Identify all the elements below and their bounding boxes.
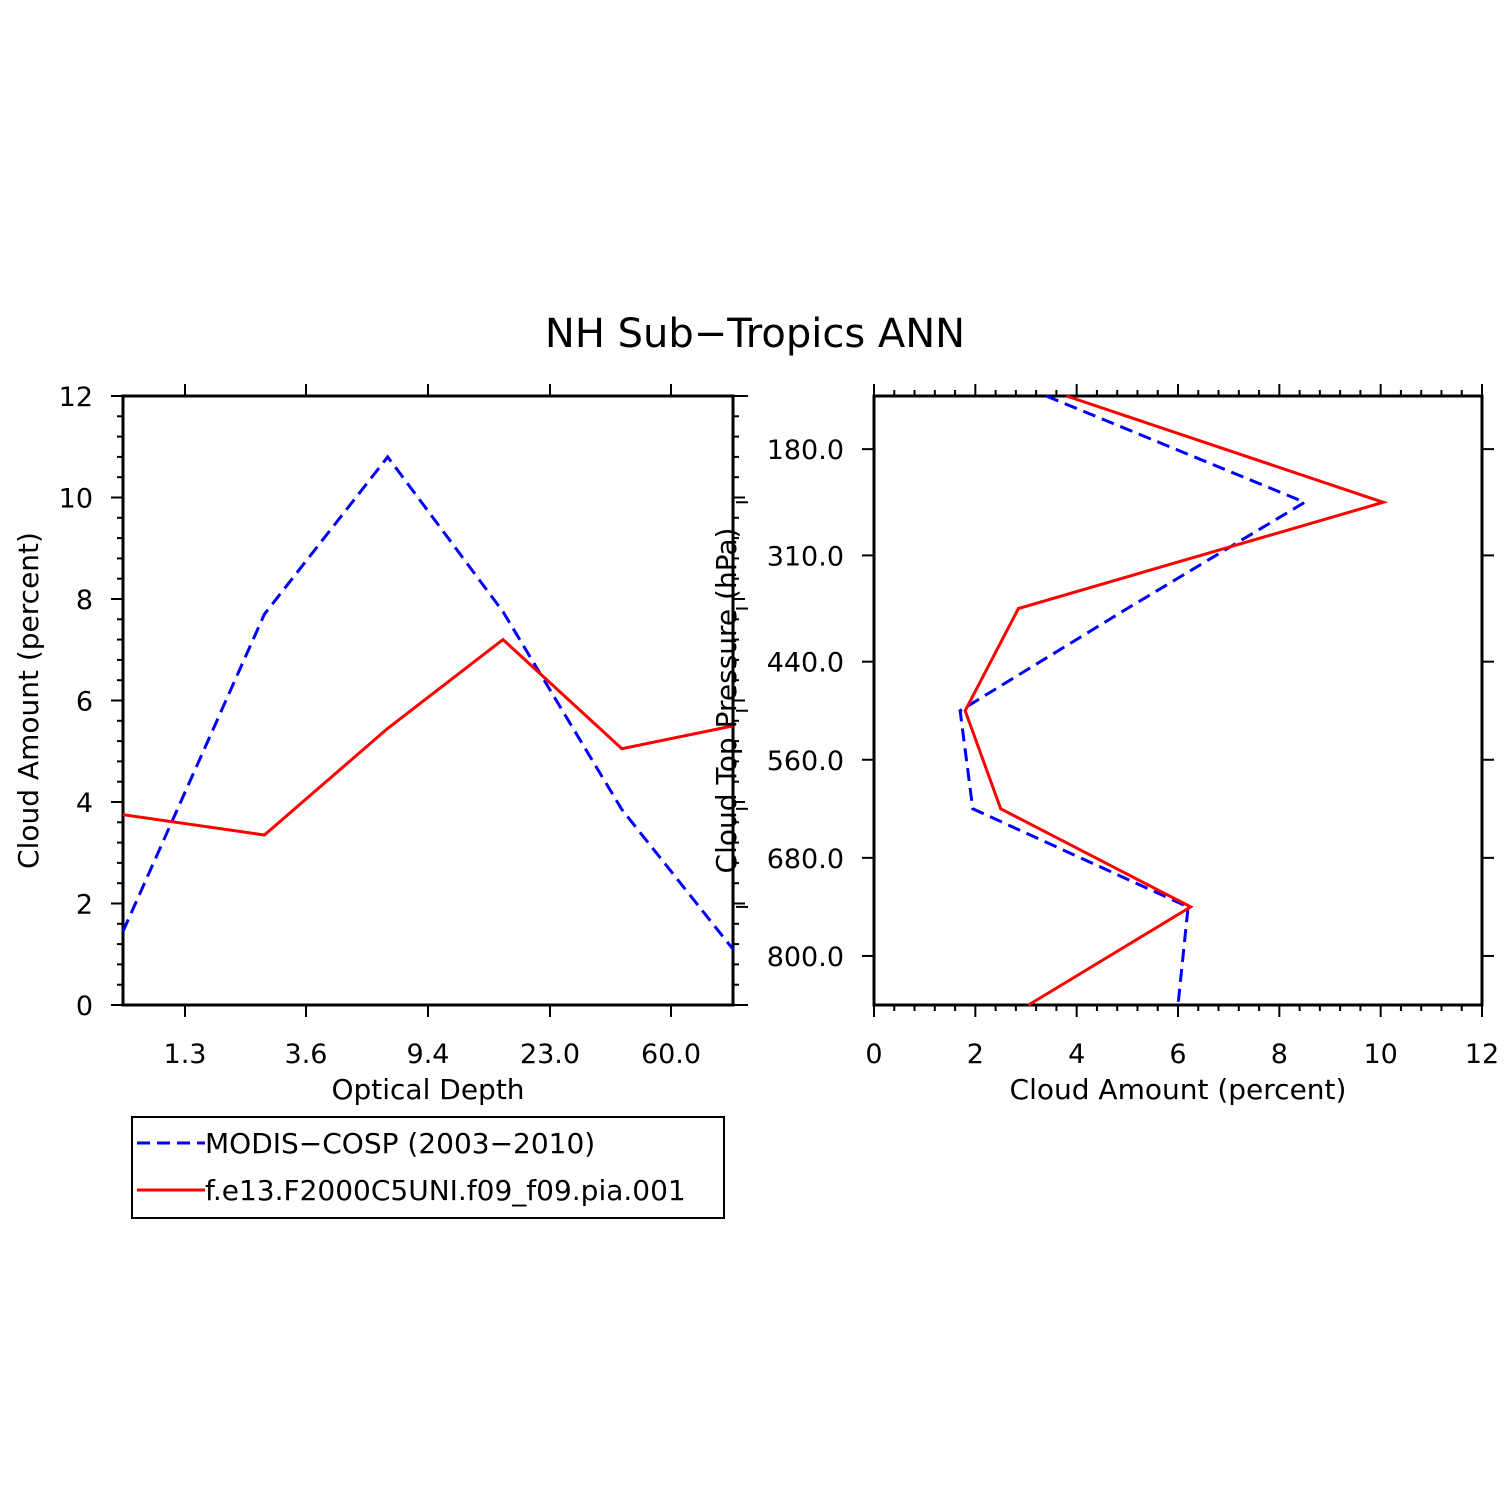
right-y-tick-label: 800.0 [767, 942, 844, 973]
left-panel: 0 2 4 6 8 10 12 1.3 3.6 9.4 23.0 60.0 Optical Depth C… [12, 382, 745, 1106]
right-y-tick-label: 440.0 [767, 648, 844, 679]
right-series-model-line [963, 394, 1389, 1007]
left-y-tick-label: 0 [76, 991, 93, 1022]
right-x-axis-label: Cloud Amount (percent) [1010, 1073, 1347, 1106]
right-y-tick-label: 180.0 [767, 435, 844, 466]
right-x-tick-label: 6 [1169, 1039, 1186, 1070]
legend: MODIS−COSP (2003−2010) f.e13.F2000C5UNI.… [131, 1116, 725, 1219]
left-x-tick-label: 1.3 [164, 1039, 207, 1070]
legend-box [131, 1116, 725, 1219]
right-y-tick-label: 560.0 [767, 746, 844, 777]
left-y-tick-label: 6 [76, 687, 93, 718]
left-y-tick-label: 8 [76, 585, 93, 616]
legend-label-model: f.e13.F2000C5UNI.f09_f09.pia.001 [205, 1174, 686, 1207]
right-panel: 0 2 4 6 8 10 12 180.0 310.0 440.0 560.0 680.0 800.0 C… [710, 384, 1499, 1106]
right-x-tick-label: 2 [967, 1039, 984, 1070]
left-y-axis-label: Cloud Amount (percent) [12, 532, 45, 869]
right-x-tick-label: 8 [1271, 1039, 1288, 1070]
left-x-tick-label: 60.0 [641, 1039, 701, 1070]
left-x-tick-label: 9.4 [407, 1039, 450, 1070]
right-y-tick-label: 310.0 [767, 541, 844, 572]
right-y-tick-label: 680.0 [767, 844, 844, 875]
left-y-tick-label: 10 [59, 484, 93, 515]
right-x-tick-label: 10 [1363, 1039, 1397, 1070]
right-y-axis-label: Cloud Top Pressure (hPa) [710, 528, 743, 874]
left-series-model-line [122, 637, 734, 837]
legend-label-obs: MODIS−COSP (2003−2010) [205, 1127, 595, 1160]
left-y-tick-label: 2 [76, 890, 93, 921]
left-series-obs-line [121, 454, 735, 951]
right-x-tick-label: 4 [1068, 1039, 1085, 1070]
left-x-tick-label: 23.0 [520, 1039, 580, 1070]
left-x-tick-label: 3.6 [285, 1039, 328, 1070]
right-series-obs-line [958, 394, 1309, 1006]
right-x-tick-label: 0 [865, 1039, 882, 1070]
left-y-tick-label: 4 [76, 788, 93, 819]
right-x-tick-label: 12 [1465, 1039, 1499, 1070]
left-x-axis-label: Optical Depth [331, 1073, 524, 1106]
chart-title: NH Sub−Tropics ANN [545, 311, 965, 357]
left-plot-frame [121, 394, 735, 1007]
left-y-tick-label: 12 [59, 382, 93, 413]
